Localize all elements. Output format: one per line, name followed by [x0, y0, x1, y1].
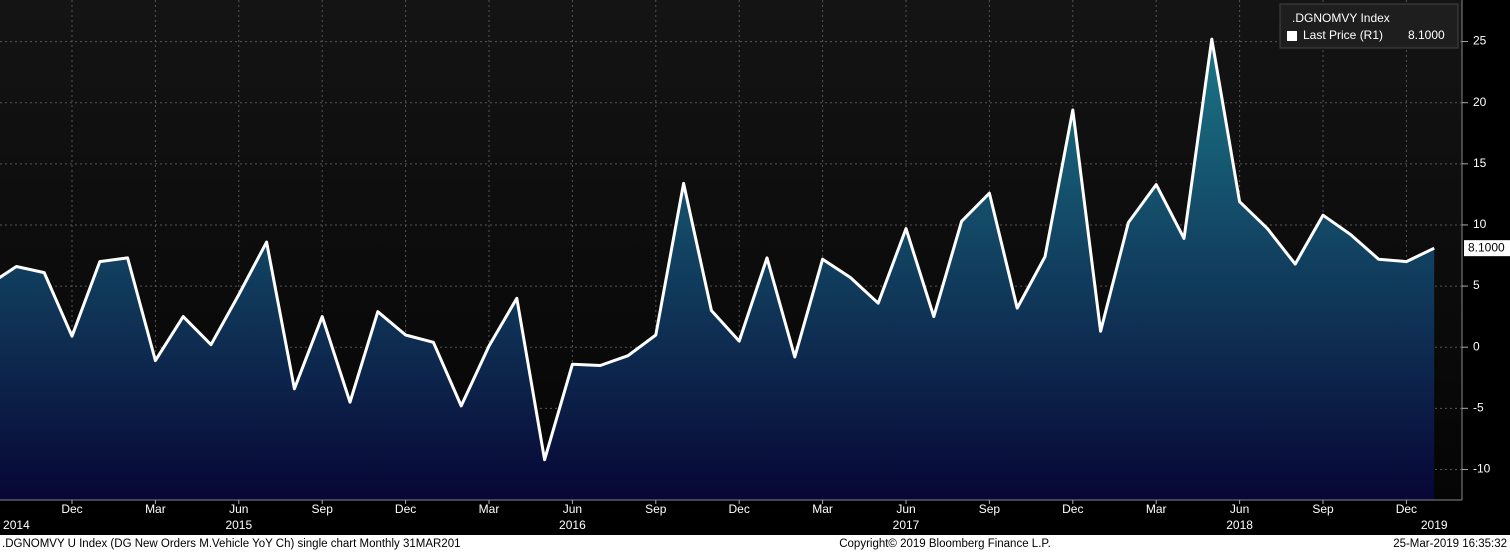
- last-value-box: [1464, 240, 1510, 257]
- y-tick-label: 10: [1473, 217, 1487, 231]
- x-tick-label: Mar: [812, 502, 833, 516]
- year-label: 2016: [559, 518, 586, 532]
- footer-bar: [0, 535, 1510, 552]
- x-tick-label: Sep: [312, 502, 334, 516]
- x-tick-label: Dec: [1062, 502, 1083, 516]
- y-tick-label: 20: [1473, 95, 1487, 109]
- x-tick-label: Mar: [145, 502, 166, 516]
- footer-left: .DGNOMVY U Index (DG New Orders M.Vehicl…: [2, 538, 460, 550]
- x-tick-label: Dec: [729, 502, 750, 516]
- x-tick-label: Jun: [563, 502, 582, 516]
- x-tick-label: Sep: [1312, 502, 1334, 516]
- y-tick-label: 0: [1473, 339, 1480, 353]
- year-label: 2015: [225, 518, 252, 532]
- year-label: 2014: [3, 518, 30, 532]
- x-tick-label: Dec: [395, 502, 416, 516]
- y-tick-label: -5: [1473, 400, 1484, 414]
- year-label: 2017: [893, 518, 920, 532]
- x-tick-label: Jun: [229, 502, 248, 516]
- y-tick-label: 25: [1473, 34, 1487, 48]
- x-tick-label: Dec: [61, 502, 82, 516]
- legend-title: .DGNOMVY Index: [1292, 11, 1390, 25]
- line: [0, 37, 1435, 462]
- x-tick-label: Dec: [1396, 502, 1417, 516]
- x-tick-label: Jun: [1230, 502, 1249, 516]
- year-label: 2018: [1226, 518, 1253, 532]
- y-tick-label: 15: [1473, 156, 1487, 170]
- y-tick-label: 5: [1473, 278, 1480, 292]
- legend: .DGNOMVY Index Last Price (R1) 8.1000: [1279, 3, 1459, 49]
- area: [0, 39, 1435, 500]
- x-tick-label: Jun: [896, 502, 915, 516]
- legend-value: 8.1000: [1408, 28, 1445, 42]
- legend-swatch: [1287, 31, 1297, 41]
- x-tick-label: Mar: [1146, 502, 1167, 516]
- last-value-label: 8.1000: [1468, 240, 1505, 254]
- x-tick-label: Mar: [479, 502, 500, 516]
- x-tick-label: Sep: [979, 502, 1001, 516]
- legend-box: [1279, 3, 1459, 49]
- x-tick-label: Sep: [645, 502, 667, 516]
- footer-right: 25-Mar-2019 16:35:32: [1393, 538, 1507, 550]
- year-label: 2019: [1421, 518, 1448, 532]
- footer-center: Copyright© 2019 Bloomberg Finance L.P.: [839, 538, 1051, 550]
- legend-label: Last Price (R1): [1303, 28, 1383, 42]
- y-tick-label: -10: [1473, 462, 1491, 476]
